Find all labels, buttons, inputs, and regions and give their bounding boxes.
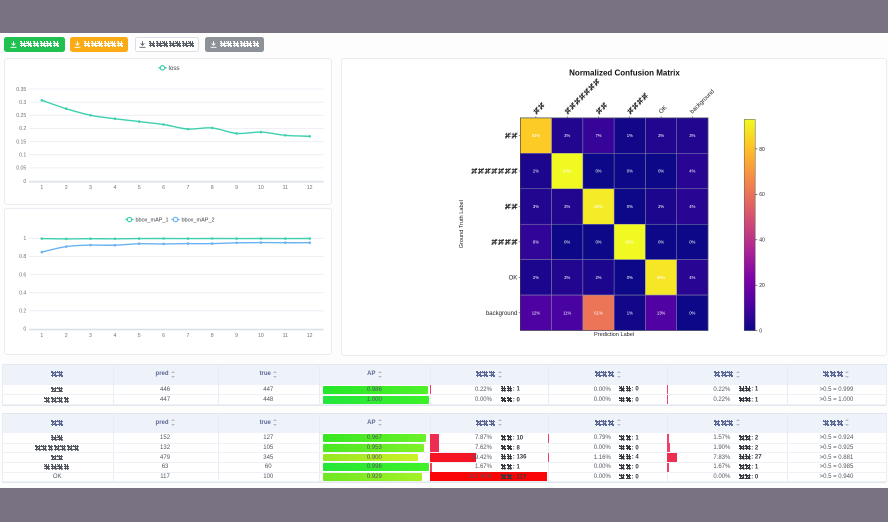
svg-text:Normalized Confusion Matrix: Normalized Confusion Matrix (569, 68, 680, 77)
svg-text:10: 10 (258, 333, 264, 339)
svg-text:OK: OK (508, 275, 517, 281)
svg-text:5: 5 (138, 333, 141, 339)
svg-text:0%: 0% (626, 274, 632, 279)
svg-text:93%: 93% (563, 168, 572, 173)
svg-text:7: 7 (186, 184, 189, 190)
svg-text:0%: 0% (689, 239, 695, 244)
svg-text:0.2: 0.2 (19, 126, 26, 132)
svg-text:90%: 90% (594, 204, 603, 209)
svg-text:11%: 11% (563, 310, 571, 315)
svg-text:0.05: 0.05 (16, 165, 26, 171)
svg-text:80: 80 (759, 146, 765, 152)
svg-text:3%: 3% (564, 274, 570, 279)
svg-text:0.1: 0.1 (19, 152, 26, 158)
svg-text:9: 9 (235, 184, 238, 190)
svg-text:0%: 0% (658, 239, 664, 244)
svg-text:background: background (485, 310, 516, 316)
svg-text:3: 3 (89, 184, 92, 190)
svg-text:11: 11 (283, 333, 288, 339)
svg-text:3: 3 (89, 333, 92, 339)
svg-text:0.6: 0.6 (19, 272, 26, 278)
svg-text:2: 2 (65, 184, 68, 190)
svg-text:8: 8 (211, 184, 214, 190)
svg-text:0%: 0% (626, 168, 632, 173)
svg-text:1%: 1% (626, 310, 632, 315)
svg-text:2%: 2% (658, 204, 664, 209)
svg-text:93%: 93% (625, 239, 634, 244)
svg-text:0.15: 0.15 (16, 139, 26, 145)
svg-text:background: background (689, 88, 715, 114)
svg-text:7: 7 (186, 333, 189, 339)
svg-text:12: 12 (307, 333, 313, 339)
svg-text:3%: 3% (689, 133, 695, 138)
svg-text:12%: 12% (531, 310, 540, 315)
svg-text:8: 8 (211, 333, 214, 339)
svg-text:0.2: 0.2 (19, 308, 26, 314)
svg-text:0: 0 (759, 328, 762, 334)
svg-text:0%: 0% (595, 239, 601, 244)
svg-text:4%: 4% (689, 274, 695, 279)
svg-text:0.4: 0.4 (19, 290, 26, 296)
svg-text:7%: 7% (595, 133, 601, 138)
svg-text:6: 6 (162, 184, 165, 190)
svg-text:4%: 4% (689, 168, 695, 173)
svg-text:Prediction Label: Prediction Label (594, 332, 634, 338)
svg-text:60: 60 (759, 192, 765, 198)
svg-text:3%: 3% (532, 204, 538, 209)
svg-text:0%: 0% (689, 310, 695, 315)
svg-text:2: 2 (65, 333, 68, 339)
svg-text:3%: 3% (564, 133, 570, 138)
svg-text:83%: 83% (531, 133, 540, 138)
svg-text:1: 1 (40, 333, 43, 339)
svg-text:1%: 1% (626, 133, 632, 138)
svg-text:4: 4 (113, 333, 116, 339)
svg-text:bbox_mAP_2: bbox_mAP_2 (182, 217, 215, 223)
svg-text:0%: 0% (595, 168, 601, 173)
svg-text:2%: 2% (532, 274, 538, 279)
svg-text:89%: 89% (656, 274, 665, 279)
svg-text:0: 0 (23, 326, 26, 332)
svg-text:6: 6 (162, 333, 165, 339)
svg-text:4: 4 (113, 184, 116, 190)
svg-text:0: 0 (23, 178, 26, 184)
svg-text:0%: 0% (658, 168, 664, 173)
svg-text:61%: 61% (594, 310, 603, 315)
svg-text:10: 10 (258, 184, 264, 190)
svg-text:loss: loss (169, 65, 180, 72)
svg-text:9: 9 (235, 333, 238, 339)
svg-text:0.35: 0.35 (16, 86, 26, 92)
svg-text:5: 5 (138, 184, 141, 190)
svg-text:40: 40 (759, 237, 765, 243)
svg-text:3%: 3% (564, 204, 570, 209)
svg-text:3%: 3% (658, 133, 664, 138)
svg-text:0.25: 0.25 (16, 113, 26, 119)
svg-text:13%: 13% (656, 310, 665, 315)
svg-text:2%: 2% (532, 168, 538, 173)
svg-text:20: 20 (759, 283, 765, 289)
svg-text:12: 12 (307, 184, 313, 190)
svg-text:6%: 6% (532, 239, 538, 244)
svg-text:1: 1 (40, 184, 43, 190)
svg-text:0.8: 0.8 (19, 254, 26, 260)
svg-text:4%: 4% (689, 204, 695, 209)
svg-text:11: 11 (283, 184, 288, 190)
svg-text:0%: 0% (564, 239, 570, 244)
svg-text:2%: 2% (595, 274, 601, 279)
svg-text:1: 1 (23, 236, 26, 242)
svg-text:0.3: 0.3 (19, 100, 26, 106)
svg-text:Ground Truth Label: Ground Truth Label (459, 200, 465, 248)
svg-text:bbox_mAP_1: bbox_mAP_1 (136, 217, 169, 223)
svg-text:0%: 0% (626, 204, 632, 209)
svg-text:OK: OK (658, 104, 668, 114)
